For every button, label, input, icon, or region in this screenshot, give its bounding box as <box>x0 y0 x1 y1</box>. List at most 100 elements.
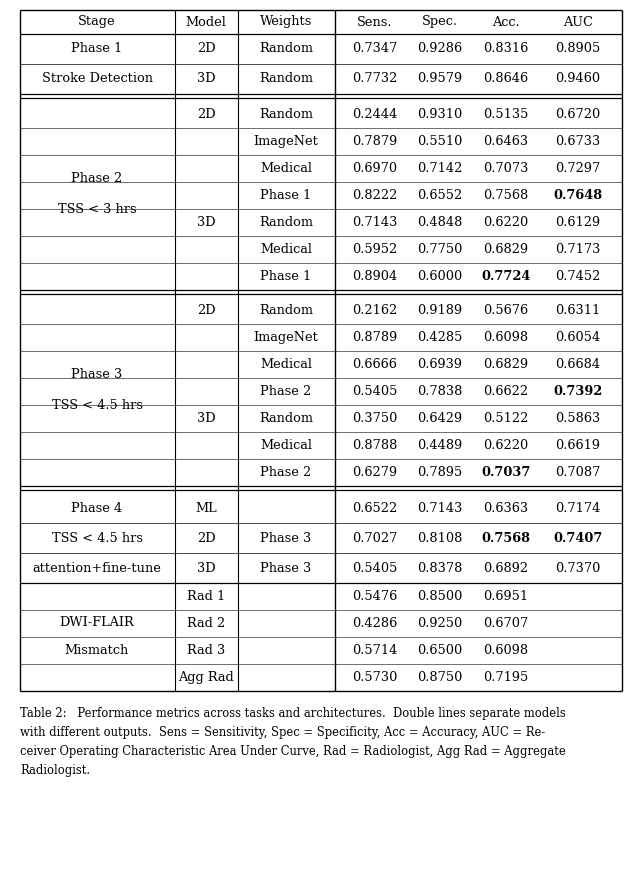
Text: Phase 1: Phase 1 <box>260 189 312 202</box>
Text: DWI-FLAIR: DWI-FLAIR <box>60 617 134 630</box>
Text: 0.6951: 0.6951 <box>483 590 529 603</box>
Text: 0.8788: 0.8788 <box>352 439 397 452</box>
Text: 0.6363: 0.6363 <box>483 501 529 515</box>
Text: 3D: 3D <box>196 412 215 425</box>
Text: TSS < 3 hrs: TSS < 3 hrs <box>58 203 136 216</box>
Text: Random: Random <box>259 42 313 56</box>
Text: 0.7143: 0.7143 <box>352 216 397 229</box>
Text: 0.7568: 0.7568 <box>481 531 531 544</box>
Text: 0.6000: 0.6000 <box>417 270 463 283</box>
Text: 0.4285: 0.4285 <box>417 331 463 344</box>
Text: Model: Model <box>186 16 227 28</box>
Text: 0.9460: 0.9460 <box>556 72 600 85</box>
Text: Phase 2: Phase 2 <box>260 466 312 479</box>
Text: 0.8646: 0.8646 <box>483 72 529 85</box>
Text: Random: Random <box>259 304 313 317</box>
Text: 0.6707: 0.6707 <box>483 617 529 630</box>
Text: 0.6666: 0.6666 <box>353 358 397 371</box>
Text: 0.5135: 0.5135 <box>483 108 529 121</box>
Text: Phase 2: Phase 2 <box>72 172 123 185</box>
Text: 0.7143: 0.7143 <box>417 501 463 515</box>
Text: Phase 2: Phase 2 <box>260 385 312 398</box>
Text: Rad 2: Rad 2 <box>187 617 225 630</box>
Text: 0.6098: 0.6098 <box>483 331 529 344</box>
Text: Medical: Medical <box>260 162 312 175</box>
Text: 0.3750: 0.3750 <box>352 412 397 425</box>
Text: Stage: Stage <box>78 16 116 28</box>
Text: 0.6429: 0.6429 <box>417 412 463 425</box>
Text: 0.5405: 0.5405 <box>352 561 397 574</box>
Text: 0.7724: 0.7724 <box>481 270 531 283</box>
Text: 0.6220: 0.6220 <box>483 439 529 452</box>
Text: 2D: 2D <box>196 42 215 56</box>
Text: 0.5676: 0.5676 <box>483 304 529 317</box>
Text: 0.9579: 0.9579 <box>417 72 463 85</box>
Text: 0.7648: 0.7648 <box>554 189 603 202</box>
Text: 0.6552: 0.6552 <box>417 189 463 202</box>
Text: Sens.: Sens. <box>357 16 393 28</box>
Text: TSS < 4.5 hrs: TSS < 4.5 hrs <box>51 399 143 412</box>
Text: 0.7879: 0.7879 <box>353 135 397 148</box>
Text: 0.6733: 0.6733 <box>556 135 600 148</box>
Text: 0.6970: 0.6970 <box>353 162 397 175</box>
Text: 0.7370: 0.7370 <box>556 561 601 574</box>
Text: 0.7174: 0.7174 <box>556 501 601 515</box>
Text: 0.8316: 0.8316 <box>483 42 529 56</box>
Text: 0.9189: 0.9189 <box>417 304 463 317</box>
Text: 3D: 3D <box>196 72 215 85</box>
Text: 2D: 2D <box>196 304 215 317</box>
Text: 3D: 3D <box>196 561 215 574</box>
Text: 0.6720: 0.6720 <box>556 108 600 121</box>
Text: 0.7732: 0.7732 <box>352 72 397 85</box>
Text: 0.6619: 0.6619 <box>556 439 600 452</box>
Text: 0.5510: 0.5510 <box>417 135 463 148</box>
Text: 0.7087: 0.7087 <box>556 466 601 479</box>
Text: 0.6220: 0.6220 <box>483 216 529 229</box>
Text: 0.4489: 0.4489 <box>417 439 463 452</box>
Text: 0.6098: 0.6098 <box>483 644 529 657</box>
Text: 0.5730: 0.5730 <box>352 671 397 684</box>
Text: 0.7037: 0.7037 <box>481 466 531 479</box>
Text: 0.8905: 0.8905 <box>556 42 600 56</box>
Text: Phase 1: Phase 1 <box>72 42 123 56</box>
Text: 0.7750: 0.7750 <box>417 243 463 256</box>
Text: Phase 3: Phase 3 <box>260 561 312 574</box>
Text: 0.8750: 0.8750 <box>417 671 463 684</box>
Text: Mismatch: Mismatch <box>65 645 129 657</box>
Text: 0.6054: 0.6054 <box>556 331 600 344</box>
Text: 0.5122: 0.5122 <box>483 412 529 425</box>
Text: 0.6279: 0.6279 <box>353 466 397 479</box>
Text: Random: Random <box>259 108 313 121</box>
Text: 0.6939: 0.6939 <box>417 358 463 371</box>
Text: 0.5714: 0.5714 <box>352 644 397 657</box>
Text: 0.7142: 0.7142 <box>417 162 463 175</box>
Text: Medical: Medical <box>260 358 312 371</box>
Text: TSS < 4.5 hrs: TSS < 4.5 hrs <box>51 531 143 544</box>
Text: Agg Rad: Agg Rad <box>178 671 234 684</box>
Text: 0.7568: 0.7568 <box>483 189 529 202</box>
Text: 0.6829: 0.6829 <box>483 243 529 256</box>
Text: 0.6500: 0.6500 <box>417 644 463 657</box>
Text: 0.6684: 0.6684 <box>556 358 600 371</box>
Text: 0.4848: 0.4848 <box>417 216 463 229</box>
Text: 0.4286: 0.4286 <box>353 617 397 630</box>
Text: Stroke Detection: Stroke Detection <box>42 72 152 85</box>
Text: 0.5405: 0.5405 <box>352 385 397 398</box>
Text: 0.6311: 0.6311 <box>556 304 600 317</box>
Text: 0.6522: 0.6522 <box>353 501 397 515</box>
Text: Acc.: Acc. <box>492 16 520 28</box>
Text: Rad 3: Rad 3 <box>187 644 225 657</box>
Text: Weights: Weights <box>260 16 312 28</box>
Text: attention+fine-tune: attention+fine-tune <box>33 561 161 574</box>
Text: 0.6829: 0.6829 <box>483 358 529 371</box>
Text: 0.8904: 0.8904 <box>353 270 397 283</box>
Text: 0.5476: 0.5476 <box>353 590 397 603</box>
Text: 0.9310: 0.9310 <box>417 108 463 121</box>
Text: Phase 1: Phase 1 <box>260 270 312 283</box>
Text: Phase 3: Phase 3 <box>72 368 123 381</box>
Text: 0.6892: 0.6892 <box>483 561 529 574</box>
Text: Spec.: Spec. <box>422 16 458 28</box>
Text: AUC: AUC <box>563 16 593 28</box>
Text: 0.2444: 0.2444 <box>352 108 397 121</box>
Text: 0.8108: 0.8108 <box>417 531 463 544</box>
